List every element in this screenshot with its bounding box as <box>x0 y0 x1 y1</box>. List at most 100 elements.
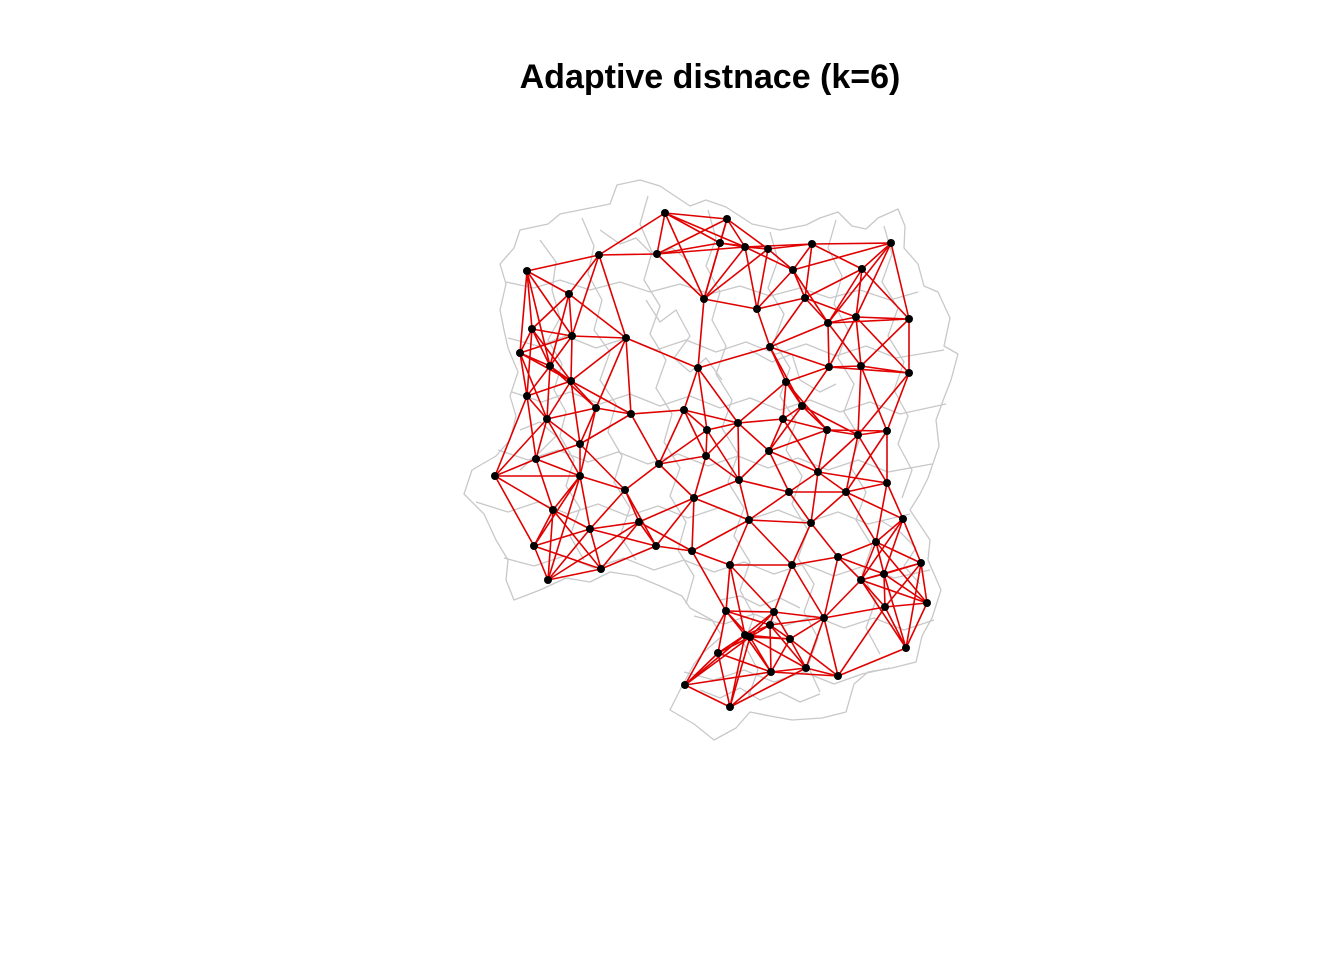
neighbour-edge <box>693 497 750 521</box>
centroid-point <box>530 542 538 550</box>
neighbour-edge <box>773 611 791 640</box>
neighbour-edge <box>526 395 537 460</box>
neighbour-edge <box>769 297 806 348</box>
centroid-point <box>546 362 554 370</box>
neighbour-edge <box>725 564 731 612</box>
centroid-point <box>661 209 669 217</box>
neighbour-edge <box>683 409 739 424</box>
neighbour-edge <box>531 328 572 382</box>
centroid-point <box>857 362 865 370</box>
neighbour-edge <box>656 246 746 255</box>
neighbour-edge <box>817 429 828 473</box>
neighbour-edge <box>804 297 829 324</box>
neighbour-edge <box>860 579 907 649</box>
neighbour-edge <box>801 405 828 431</box>
neighbour-edge <box>792 242 892 271</box>
centroid-point <box>528 325 536 333</box>
neighbour-edge <box>788 491 812 524</box>
neighbour-edge <box>883 573 907 649</box>
neighbour-edge <box>785 381 828 431</box>
neighbour-edge <box>855 268 863 318</box>
neighbour-edge <box>568 254 600 295</box>
neighbour-edge <box>729 636 751 708</box>
neighbour-edge <box>837 647 907 677</box>
neighbour-links <box>494 212 928 708</box>
neighbour-edge <box>600 545 657 570</box>
centroid-point <box>544 576 552 584</box>
centroid-point <box>653 250 661 258</box>
neighbour-edge <box>860 541 877 581</box>
neighbour-edge <box>769 624 807 669</box>
neighbour-edge <box>535 443 581 460</box>
neighbour-edge <box>883 562 922 575</box>
neighbour-edge <box>837 556 885 575</box>
neighbour-edge <box>860 318 910 367</box>
centroid-point <box>627 410 635 418</box>
neighbour-edge <box>902 518 922 564</box>
neighbour-edge <box>664 212 728 220</box>
neighbour-edge <box>656 212 666 255</box>
centroid-point <box>722 607 730 615</box>
neighbour-edge <box>770 671 839 677</box>
neighbour-edge <box>845 430 888 493</box>
neighbour-edge <box>845 491 904 520</box>
neighbour-edge <box>905 602 928 649</box>
neighbour-edge <box>726 218 746 248</box>
neighbour-edge <box>579 475 591 530</box>
neighbour-edge <box>826 429 888 432</box>
neighbour-edge <box>860 579 886 608</box>
neighbour-edge <box>547 528 591 581</box>
neighbour-edge <box>769 624 791 640</box>
centroid-point <box>694 364 702 372</box>
centroid-point <box>764 245 772 253</box>
neighbour-edge <box>855 316 910 374</box>
centroid-point <box>568 332 576 340</box>
neighbour-edge <box>571 254 600 337</box>
neighbour-edge <box>684 684 731 708</box>
centroid-point <box>854 431 862 439</box>
inner-boundary <box>705 209 759 699</box>
neighbour-edge <box>782 381 787 420</box>
neighbour-edge <box>546 418 581 477</box>
centroid-point <box>779 415 787 423</box>
neighbour-edge <box>769 617 825 626</box>
neighbour-edge <box>655 497 695 547</box>
neighbour-edge <box>684 610 727 686</box>
inner-boundary <box>645 299 723 381</box>
neighbour-edge <box>656 218 728 255</box>
neighbour-edge <box>549 293 570 367</box>
neighbour-edge <box>526 270 533 330</box>
neighbour-edge <box>768 418 784 452</box>
neighbour-edge <box>658 463 695 499</box>
neighbour-edge <box>579 407 597 445</box>
neighbour-edge <box>533 545 549 581</box>
centroid-point <box>723 215 731 223</box>
neighbour-edge <box>738 450 770 481</box>
neighbour-edge <box>792 243 813 271</box>
neighbour-edge <box>625 337 632 415</box>
neighbour-edge <box>744 246 758 310</box>
centroid-point <box>858 265 866 273</box>
neighbour-edge <box>748 519 793 566</box>
neighbour-edge <box>703 248 769 300</box>
centroid-point <box>565 290 573 298</box>
neighbour-edge <box>494 475 535 547</box>
centroid-point <box>655 460 663 468</box>
neighbour-edge <box>827 322 830 368</box>
neighbour-edge <box>782 418 828 431</box>
neighbour-edge <box>693 479 740 499</box>
neighbour-edge <box>683 409 707 457</box>
neighbour-edge <box>691 550 727 612</box>
neighbour-edge <box>624 489 657 547</box>
centroid-point <box>735 476 743 484</box>
neighbour-edge <box>630 413 660 465</box>
neighbour-edge <box>579 407 597 477</box>
neighbour-edge <box>875 541 928 604</box>
centroid-point <box>702 452 710 460</box>
neighbour-edge <box>823 606 886 619</box>
neighbour-edge <box>769 346 803 407</box>
neighbour-edge <box>589 521 640 530</box>
neighbour-edge <box>810 522 839 558</box>
neighbour-edge <box>729 634 746 708</box>
neighbour-edge <box>860 579 928 604</box>
